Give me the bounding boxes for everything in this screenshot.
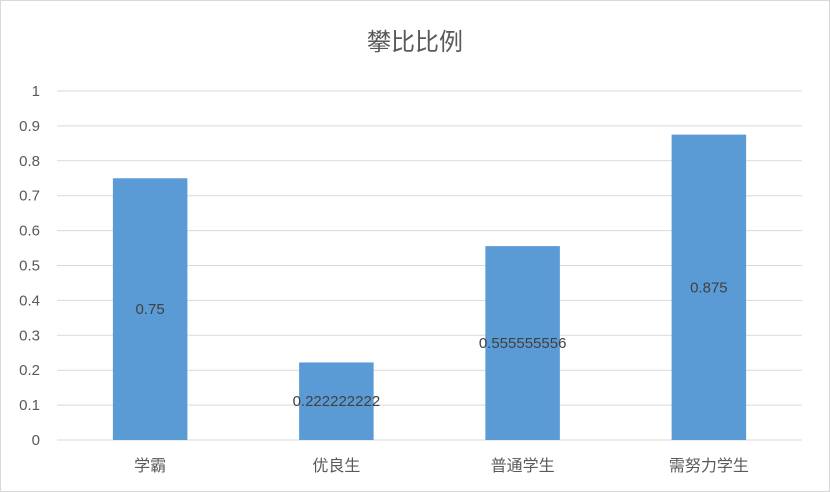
y-tick-label: 0	[32, 432, 40, 449]
data-label: 0.75	[136, 301, 165, 318]
chart-title: 攀比比例	[367, 28, 463, 56]
bars	[112, 134, 747, 440]
y-tick-label: 0.8	[19, 153, 40, 170]
bar	[485, 246, 560, 440]
data-label: 0.222222222	[293, 393, 381, 410]
x-category-label: 学霸	[134, 456, 166, 475]
y-tick-label: 0.1	[19, 397, 40, 414]
x-category-label: 普通学生	[491, 456, 555, 475]
y-tick-label: 0.6	[19, 223, 40, 240]
x-category-label: 需努力学生	[669, 456, 749, 475]
y-axis-ticks: 0 0.1 0.2 0.3 0.4 0.5 0.6 0.7 0.8 0.9 1	[19, 83, 40, 449]
bar	[671, 134, 747, 440]
bar	[299, 362, 374, 440]
bar	[112, 178, 188, 440]
y-tick-label: 0.3	[19, 327, 40, 344]
data-label: 0.555555556	[479, 335, 567, 352]
y-tick-label: 0.9	[19, 118, 40, 135]
x-axis-categories: 学霸 优良生 普通学生 需努力学生	[134, 456, 749, 475]
y-tick-label: 0.4	[19, 292, 40, 309]
y-tick-label: 0.7	[19, 188, 40, 205]
x-category-label: 优良生	[312, 456, 360, 475]
data-label: 0.875	[690, 279, 728, 296]
y-tick-label: 0.2	[19, 362, 40, 379]
y-tick-label: 0.5	[19, 258, 40, 275]
data-labels: 0.75 0.222222222 0.555555556 0.875	[136, 279, 728, 410]
y-tick-label: 1	[32, 83, 40, 100]
